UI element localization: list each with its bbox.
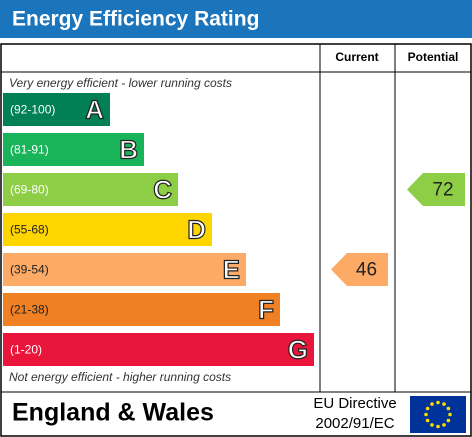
band-bar <box>3 133 144 166</box>
band-range: (1-20) <box>10 343 42 357</box>
band-range: (69-80) <box>10 183 49 197</box>
band-letter: B <box>119 134 138 164</box>
band-bar <box>3 293 280 326</box>
bottom-note: Not energy efficient - higher running co… <box>9 370 231 384</box>
band-bar <box>3 213 212 246</box>
rating-arrow <box>331 253 388 286</box>
eu-stars <box>424 400 452 429</box>
eu-star <box>436 400 440 405</box>
band-range: (81-91) <box>10 143 49 157</box>
top-note: Very energy efficient - lower running co… <box>9 76 232 90</box>
column-header: Current <box>335 50 378 64</box>
eu-star <box>442 402 446 406</box>
column-header: Potential <box>408 50 459 64</box>
band-range: (55-68) <box>10 223 49 237</box>
band-bar <box>3 93 110 126</box>
eu-star <box>446 406 451 411</box>
eu-star <box>424 412 428 417</box>
eu-star <box>425 406 430 411</box>
title: Energy Efficiency Rating <box>12 8 259 31</box>
eu-star <box>446 418 451 423</box>
band-range: (21-38) <box>10 303 49 317</box>
band-range: (39-54) <box>10 263 49 277</box>
frame <box>0 43 472 437</box>
eu-star <box>425 418 430 423</box>
band-letter: E <box>223 254 240 284</box>
region: England & Wales <box>12 399 214 427</box>
eu-star <box>430 423 434 427</box>
eu-star <box>430 402 434 406</box>
directive: EU Directive <box>313 395 396 412</box>
rating-value: 72 <box>432 180 453 201</box>
band-letter: F <box>258 294 274 324</box>
rating-value: 46 <box>356 260 377 281</box>
rating-arrow <box>407 173 465 206</box>
directive: 2002/91/EC <box>315 415 394 432</box>
band-letter: A <box>85 94 104 124</box>
eu-star <box>436 424 440 429</box>
band-bar <box>3 173 178 206</box>
title-bar <box>0 0 472 38</box>
band-letter: D <box>187 214 206 244</box>
band-range: (92-100) <box>10 103 55 117</box>
eu-star <box>442 423 446 427</box>
band-bar <box>3 253 246 286</box>
band-letter: G <box>288 334 308 364</box>
eu-star <box>448 412 452 417</box>
band-letter: C <box>153 174 172 204</box>
band-bar <box>3 333 314 366</box>
